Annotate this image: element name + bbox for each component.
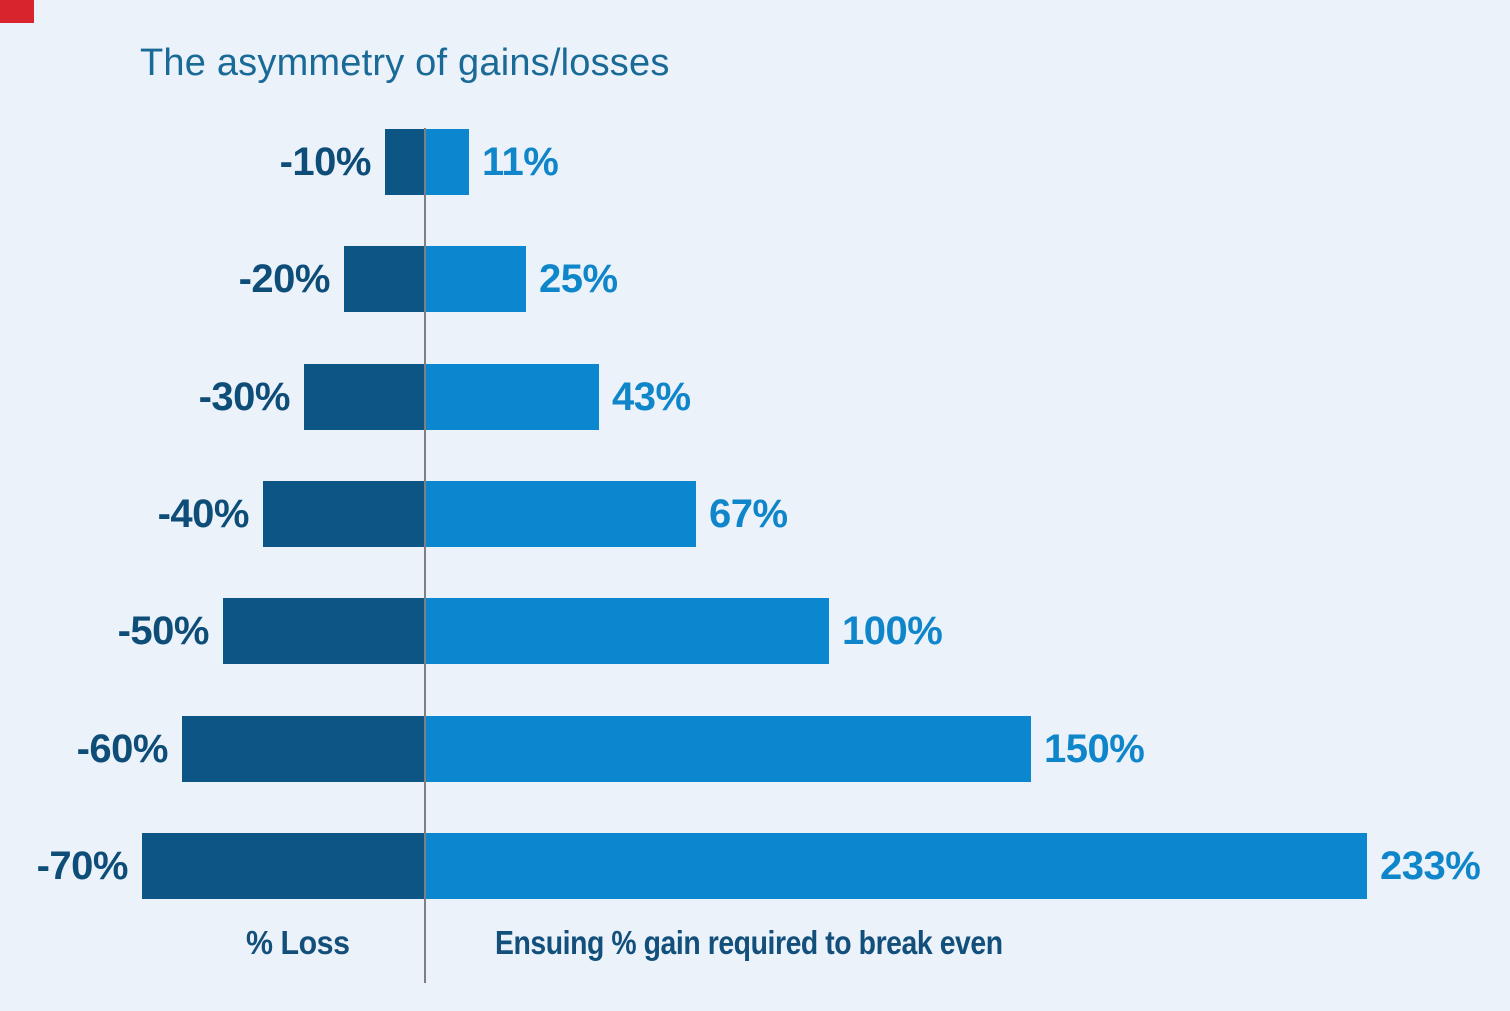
loss-bar xyxy=(142,833,425,899)
loss-bar xyxy=(304,364,425,430)
loss-bar xyxy=(344,246,425,312)
loss-label: -30% xyxy=(198,375,291,419)
gain-label: 233% xyxy=(1380,844,1481,888)
zero-baseline xyxy=(424,128,426,983)
chart-title: The asymmetry of gains/losses xyxy=(140,42,670,84)
loss-bar xyxy=(223,598,425,664)
loss-label: -60% xyxy=(76,727,169,771)
loss-label: -10% xyxy=(279,140,372,184)
gain-label: 100% xyxy=(842,609,943,653)
gain-axis-caption: Ensuing % gain required to break even xyxy=(495,924,1003,961)
gain-bar xyxy=(425,598,829,664)
gain-label: 67% xyxy=(709,492,788,536)
gain-bar xyxy=(425,833,1367,899)
loss-bar xyxy=(182,716,425,782)
loss-label: -40% xyxy=(157,492,250,536)
red-corner-marker xyxy=(0,0,34,23)
gain-label: 25% xyxy=(539,257,618,301)
gain-label: 11% xyxy=(482,140,559,184)
gain-bar xyxy=(425,481,696,547)
loss-axis-caption: % Loss xyxy=(246,924,350,961)
gain-label: 43% xyxy=(612,375,691,419)
loss-label: -20% xyxy=(238,257,331,301)
loss-label: -50% xyxy=(117,609,210,653)
gain-bar xyxy=(425,246,526,312)
gain-bar xyxy=(425,364,599,430)
gain-bar xyxy=(425,129,469,195)
loss-label: -70% xyxy=(36,844,129,888)
gain-label: 150% xyxy=(1044,727,1145,771)
loss-bar xyxy=(263,481,425,547)
loss-bar xyxy=(385,129,425,195)
gain-bar xyxy=(425,716,1031,782)
